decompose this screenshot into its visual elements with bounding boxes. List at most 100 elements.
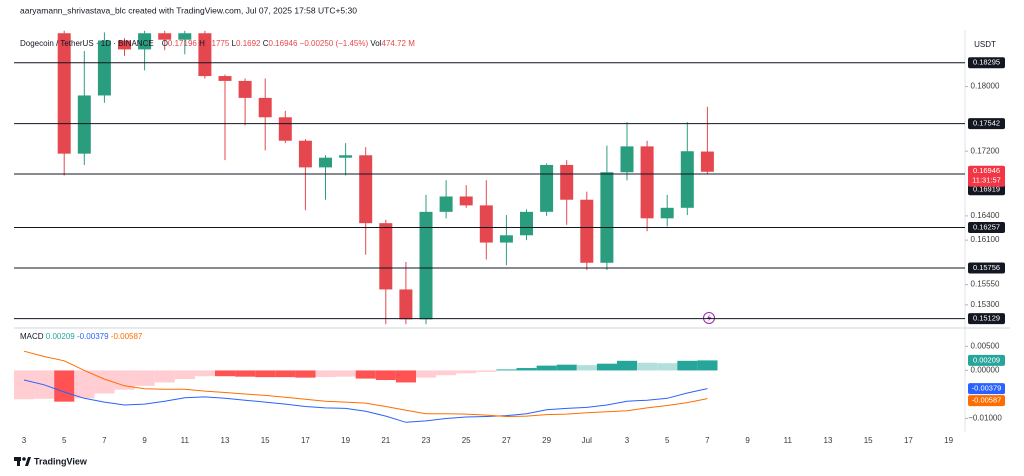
level-tag	[968, 184, 1005, 196]
histogram-bar	[697, 360, 718, 371]
candle-body	[298, 140, 312, 168]
y-tick-label: 0.17200	[971, 146, 1000, 155]
histogram-bar	[476, 370, 497, 372]
x-tick-label: 3	[22, 436, 27, 445]
histogram-bar	[355, 370, 376, 379]
candle-body	[198, 33, 212, 77]
histogram-tag	[968, 354, 1005, 366]
histogram-bar	[576, 365, 597, 371]
x-tick-label: Jul	[582, 436, 592, 445]
histogram-bar	[596, 363, 617, 371]
x-tick-label: 25	[462, 436, 471, 445]
histogram-bar	[677, 360, 698, 371]
y-tick-label: 0.00000	[971, 366, 1000, 375]
legend-value: 0.17196	[168, 39, 197, 48]
x-tick-label: 7	[102, 436, 107, 445]
x-tick-label: 17	[301, 436, 310, 445]
histogram-bar	[154, 370, 175, 383]
x-tick-label: 3	[625, 436, 630, 445]
macd-tag	[968, 383, 1005, 395]
level-tag	[968, 313, 1005, 325]
x-tick-label: 13	[824, 436, 833, 445]
candle-body	[680, 151, 694, 208]
currency: USDT	[974, 40, 996, 49]
x-tick-label: 5	[665, 436, 670, 445]
legend-value: -0.00379	[77, 332, 109, 341]
candle-body	[399, 289, 413, 320]
alert-icon	[703, 312, 715, 324]
legend-label: O	[162, 39, 168, 48]
histogram-bar	[74, 370, 95, 399]
signal-tag	[968, 395, 1005, 407]
histogram-bar	[395, 370, 416, 383]
level-tag	[968, 262, 1005, 274]
brand-logo	[14, 457, 31, 466]
level-tag-label: 0.18295	[973, 58, 1000, 67]
candle-body	[238, 80, 252, 98]
legend-value: 0.1692	[236, 39, 261, 48]
macd-tag-label: -0.00379	[972, 384, 1002, 393]
legend: Dogecoin / TetherUS · 1D · BINANCE O0.17…	[20, 39, 415, 48]
signal-tag-label: -0.00587	[972, 396, 1002, 405]
legend-title: MACD	[20, 332, 44, 341]
histogram-bar	[215, 370, 236, 377]
histogram-bar	[295, 370, 316, 378]
histogram-bar	[536, 365, 557, 371]
level-tag-label: 0.15129	[973, 314, 1000, 323]
histogram-tag-label: 0.00209	[973, 355, 1000, 364]
histogram-bar	[496, 369, 517, 371]
candle-body	[540, 164, 554, 212]
x-tick-label: 15	[864, 436, 873, 445]
histogram-bar	[315, 370, 336, 378]
candle-body	[278, 117, 292, 141]
histogram-bar	[657, 363, 678, 371]
legend-label: H	[199, 39, 205, 48]
histogram-bar	[194, 370, 215, 377]
histogram-bar	[335, 370, 356, 377]
histogram-bar	[255, 370, 276, 378]
x-tick-label: 19	[944, 436, 953, 445]
x-tick-label: 11	[784, 436, 793, 445]
candle-body	[57, 33, 71, 154]
legend-value: 474.72 M	[382, 39, 416, 48]
legend: MACD 0.00209 -0.00379 -0.00587	[20, 332, 143, 341]
candle-body	[459, 196, 473, 206]
candle-body	[419, 211, 433, 320]
candle-body	[640, 146, 654, 219]
histogram-bar	[174, 370, 195, 380]
level-tag-label: 0.17542	[973, 119, 1000, 128]
histogram-bar	[235, 370, 256, 377]
histogram-bar	[617, 360, 638, 371]
histogram-bar	[637, 362, 658, 371]
x-tick-label: 7	[705, 436, 710, 445]
legend-title: Dogecoin / TetherUS · 1D · BINANCE	[20, 39, 154, 48]
histogram-bar	[556, 364, 577, 371]
candle-body	[258, 97, 272, 118]
candle-body	[580, 199, 594, 263]
x-tick-label: 23	[422, 436, 431, 445]
x-tick-label: 17	[904, 436, 913, 445]
candle-body	[339, 155, 353, 158]
legend-value: 0.16946	[269, 39, 298, 48]
price-tag-label: 0.16946	[973, 166, 1000, 175]
y-tick-label: 0.16400	[971, 211, 1000, 220]
histogram-bar	[416, 370, 437, 378]
histogram-bar	[456, 370, 477, 374]
price-tag	[968, 165, 1005, 187]
histogram-bar	[516, 368, 537, 371]
candle-body	[499, 235, 513, 243]
y-tick-label: 0.00500	[971, 342, 1000, 351]
candle-body	[560, 164, 574, 200]
legend-change: −0.00250 (−1.45%)	[300, 39, 369, 48]
x-tick-label: 21	[381, 436, 390, 445]
credit: aaryamann_shrivastava_blc created with T…	[20, 5, 357, 15]
histogram-bar	[436, 370, 457, 376]
y-tick-label: −0.01000	[968, 414, 1002, 423]
macd-line	[23, 379, 708, 423]
y-tick-label: 0.16100	[971, 235, 1000, 244]
x-tick-label: 15	[261, 436, 270, 445]
candle-body	[620, 146, 634, 173]
histogram-bar	[375, 370, 396, 381]
candle-body	[700, 151, 714, 172]
